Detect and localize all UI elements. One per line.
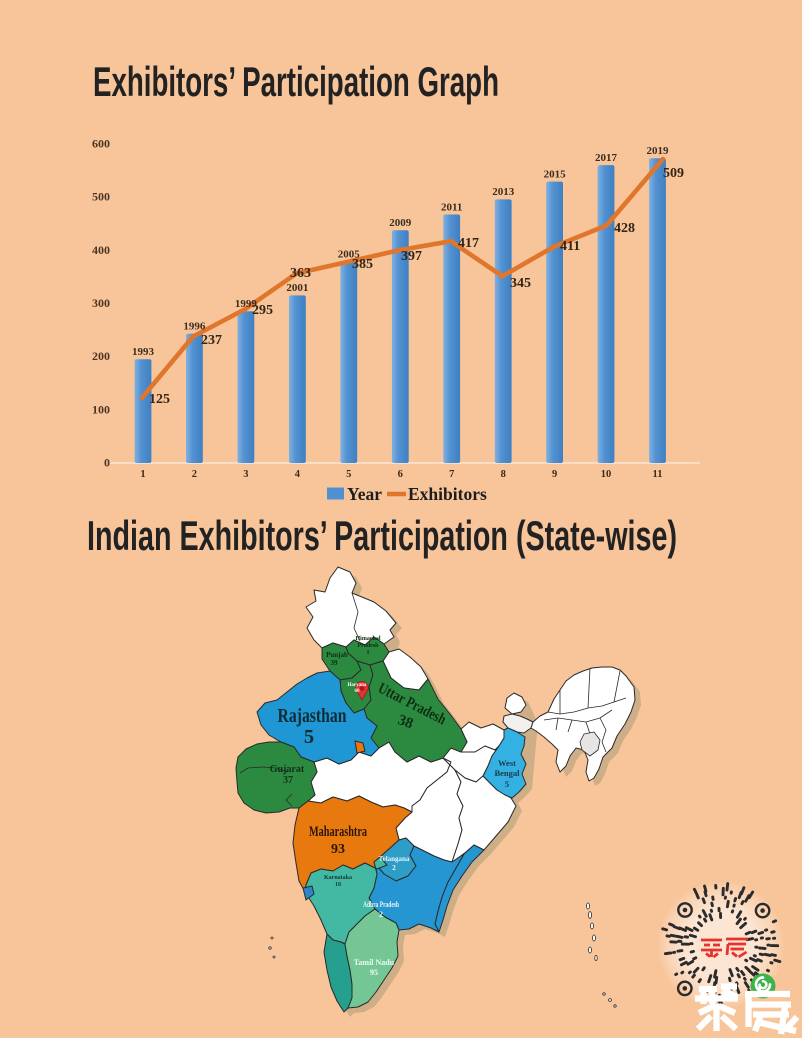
svg-text:0: 0 xyxy=(104,456,110,470)
svg-text:93: 93 xyxy=(331,842,345,857)
svg-text:Tamil Nadu: Tamil Nadu xyxy=(354,958,395,967)
svg-text:428: 428 xyxy=(614,221,635,236)
svg-text:5: 5 xyxy=(346,469,351,480)
svg-text:295: 295 xyxy=(252,303,273,318)
svg-text:1: 1 xyxy=(367,650,370,656)
svg-text:2005: 2005 xyxy=(338,249,361,261)
svg-text:2: 2 xyxy=(392,864,396,872)
svg-text:8: 8 xyxy=(501,469,506,480)
svg-text:2011: 2011 xyxy=(441,202,462,214)
svg-text:Exhibitors’ Participation Grap: Exhibitors’ Participation Graph xyxy=(93,58,499,105)
svg-text:West: West xyxy=(498,758,516,768)
svg-text:4: 4 xyxy=(295,469,301,480)
svg-text:1996: 1996 xyxy=(183,321,206,333)
svg-text:Himachal: Himachal xyxy=(356,636,381,642)
svg-text:363: 363 xyxy=(290,266,311,281)
svg-text:5: 5 xyxy=(304,726,314,748)
svg-text:2019: 2019 xyxy=(647,145,670,157)
svg-text:2: 2 xyxy=(379,910,383,919)
svg-text:1: 1 xyxy=(140,469,145,480)
svg-text:Rajasthan: Rajasthan xyxy=(278,705,347,727)
svg-text:39: 39 xyxy=(331,659,339,667)
svg-text:345: 345 xyxy=(510,276,531,291)
svg-text:Indian Exhibitors’ Participati: Indian Exhibitors’ Participation (State-… xyxy=(87,512,677,559)
svg-text:Bengal: Bengal xyxy=(494,768,520,778)
svg-text:300: 300 xyxy=(92,296,110,310)
svg-text:Pradesh: Pradesh xyxy=(358,643,380,649)
svg-text:38: 38 xyxy=(396,712,416,732)
svg-text:Punjab: Punjab xyxy=(326,651,348,659)
svg-text:500: 500 xyxy=(92,190,110,204)
svg-text:3: 3 xyxy=(243,469,248,480)
svg-text:Adhra Pradesh: Adhra Pradesh xyxy=(363,900,399,909)
svg-text:Telangana: Telangana xyxy=(379,855,410,863)
svg-text:9: 9 xyxy=(552,469,557,480)
svg-text:1993: 1993 xyxy=(132,346,155,358)
svg-text:385: 385 xyxy=(352,257,373,272)
svg-text:2009: 2009 xyxy=(389,217,412,229)
svg-text:5: 5 xyxy=(505,779,509,789)
svg-text:37: 37 xyxy=(283,775,293,786)
svg-text:397: 397 xyxy=(401,249,422,264)
svg-text:10: 10 xyxy=(601,469,612,480)
svg-text:11: 11 xyxy=(653,469,663,480)
svg-text:2013: 2013 xyxy=(492,186,515,198)
svg-text:2017: 2017 xyxy=(595,152,618,164)
svg-text:Karnataka: Karnataka xyxy=(324,875,352,881)
svg-text:Haryana: Haryana xyxy=(348,683,367,688)
svg-text:417: 417 xyxy=(458,236,479,251)
svg-text:600: 600 xyxy=(92,137,110,151)
svg-text:509: 509 xyxy=(663,166,684,181)
svg-text:Year: Year xyxy=(347,484,382,504)
svg-text:125: 125 xyxy=(149,392,170,407)
svg-text:2001: 2001 xyxy=(286,282,308,294)
svg-text:18: 18 xyxy=(335,882,341,888)
svg-text:7: 7 xyxy=(449,469,454,480)
svg-text:Gujarat: Gujarat xyxy=(270,764,305,775)
svg-text:237: 237 xyxy=(201,333,222,348)
svg-text:2: 2 xyxy=(192,469,197,480)
svg-text:200: 200 xyxy=(92,349,110,363)
svg-text:411: 411 xyxy=(560,239,580,254)
svg-text:100: 100 xyxy=(92,402,110,416)
svg-text:6: 6 xyxy=(398,469,403,480)
svg-text:Exhibitors: Exhibitors xyxy=(408,484,487,504)
svg-text:2015: 2015 xyxy=(544,169,567,181)
svg-text:400: 400 xyxy=(92,243,110,257)
svg-text:95: 95 xyxy=(370,968,378,977)
svg-text:Maharashtra: Maharashtra xyxy=(309,824,368,840)
svg-text:1999: 1999 xyxy=(235,298,258,310)
svg-text:60: 60 xyxy=(355,689,361,694)
